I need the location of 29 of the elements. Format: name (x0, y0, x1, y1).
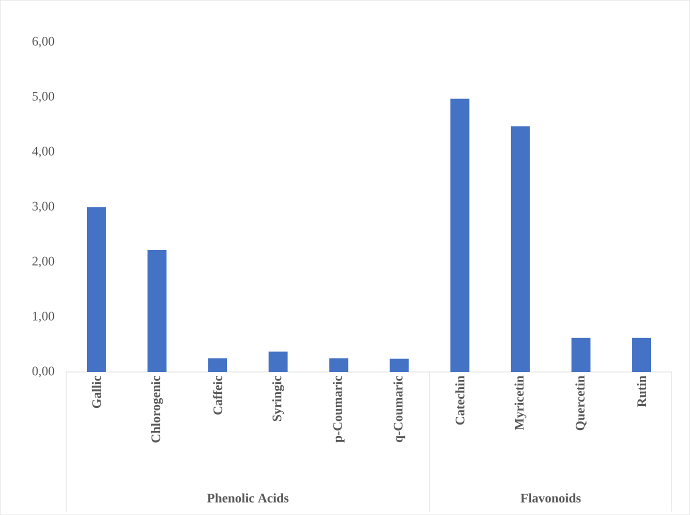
bar (148, 250, 167, 372)
bar (208, 358, 228, 372)
x-tick-label: Myricetin (514, 376, 526, 430)
y-tick-label: 5,00 (32, 92, 54, 102)
y-tick-label: 1,00 (33, 312, 54, 322)
bar (329, 358, 348, 372)
y-tick-label: 2,00 (32, 256, 54, 268)
bar (450, 98, 470, 372)
x-tick-label: Chlorogenic (151, 376, 163, 442)
bar (268, 352, 288, 372)
y-tick-label: 6,00 (32, 36, 54, 48)
y-tick-label: 0,00 (32, 366, 54, 378)
x-tick-label: Caffeic (212, 376, 222, 415)
y-tick-label: 4,00 (32, 146, 54, 158)
text: Phenolic Acids (207, 493, 288, 502)
y-tick-label: 3,00 (32, 202, 54, 212)
text: Flavonoids (520, 493, 581, 502)
bar (632, 338, 652, 372)
bar (571, 338, 590, 372)
x-tick-label: p-Coumaric (332, 376, 345, 442)
x-tick-label: Rutin (636, 376, 646, 408)
x-tick-label: Gallic (92, 376, 102, 408)
bar (86, 207, 106, 372)
bar (510, 126, 530, 372)
x-tick-label: q-Coumaric (393, 376, 406, 442)
x-tick-label: Quercetin (575, 376, 587, 430)
x-tick-label: Catechin (455, 376, 464, 425)
bar (390, 358, 409, 372)
x-tick-label: Syringic (272, 376, 284, 421)
